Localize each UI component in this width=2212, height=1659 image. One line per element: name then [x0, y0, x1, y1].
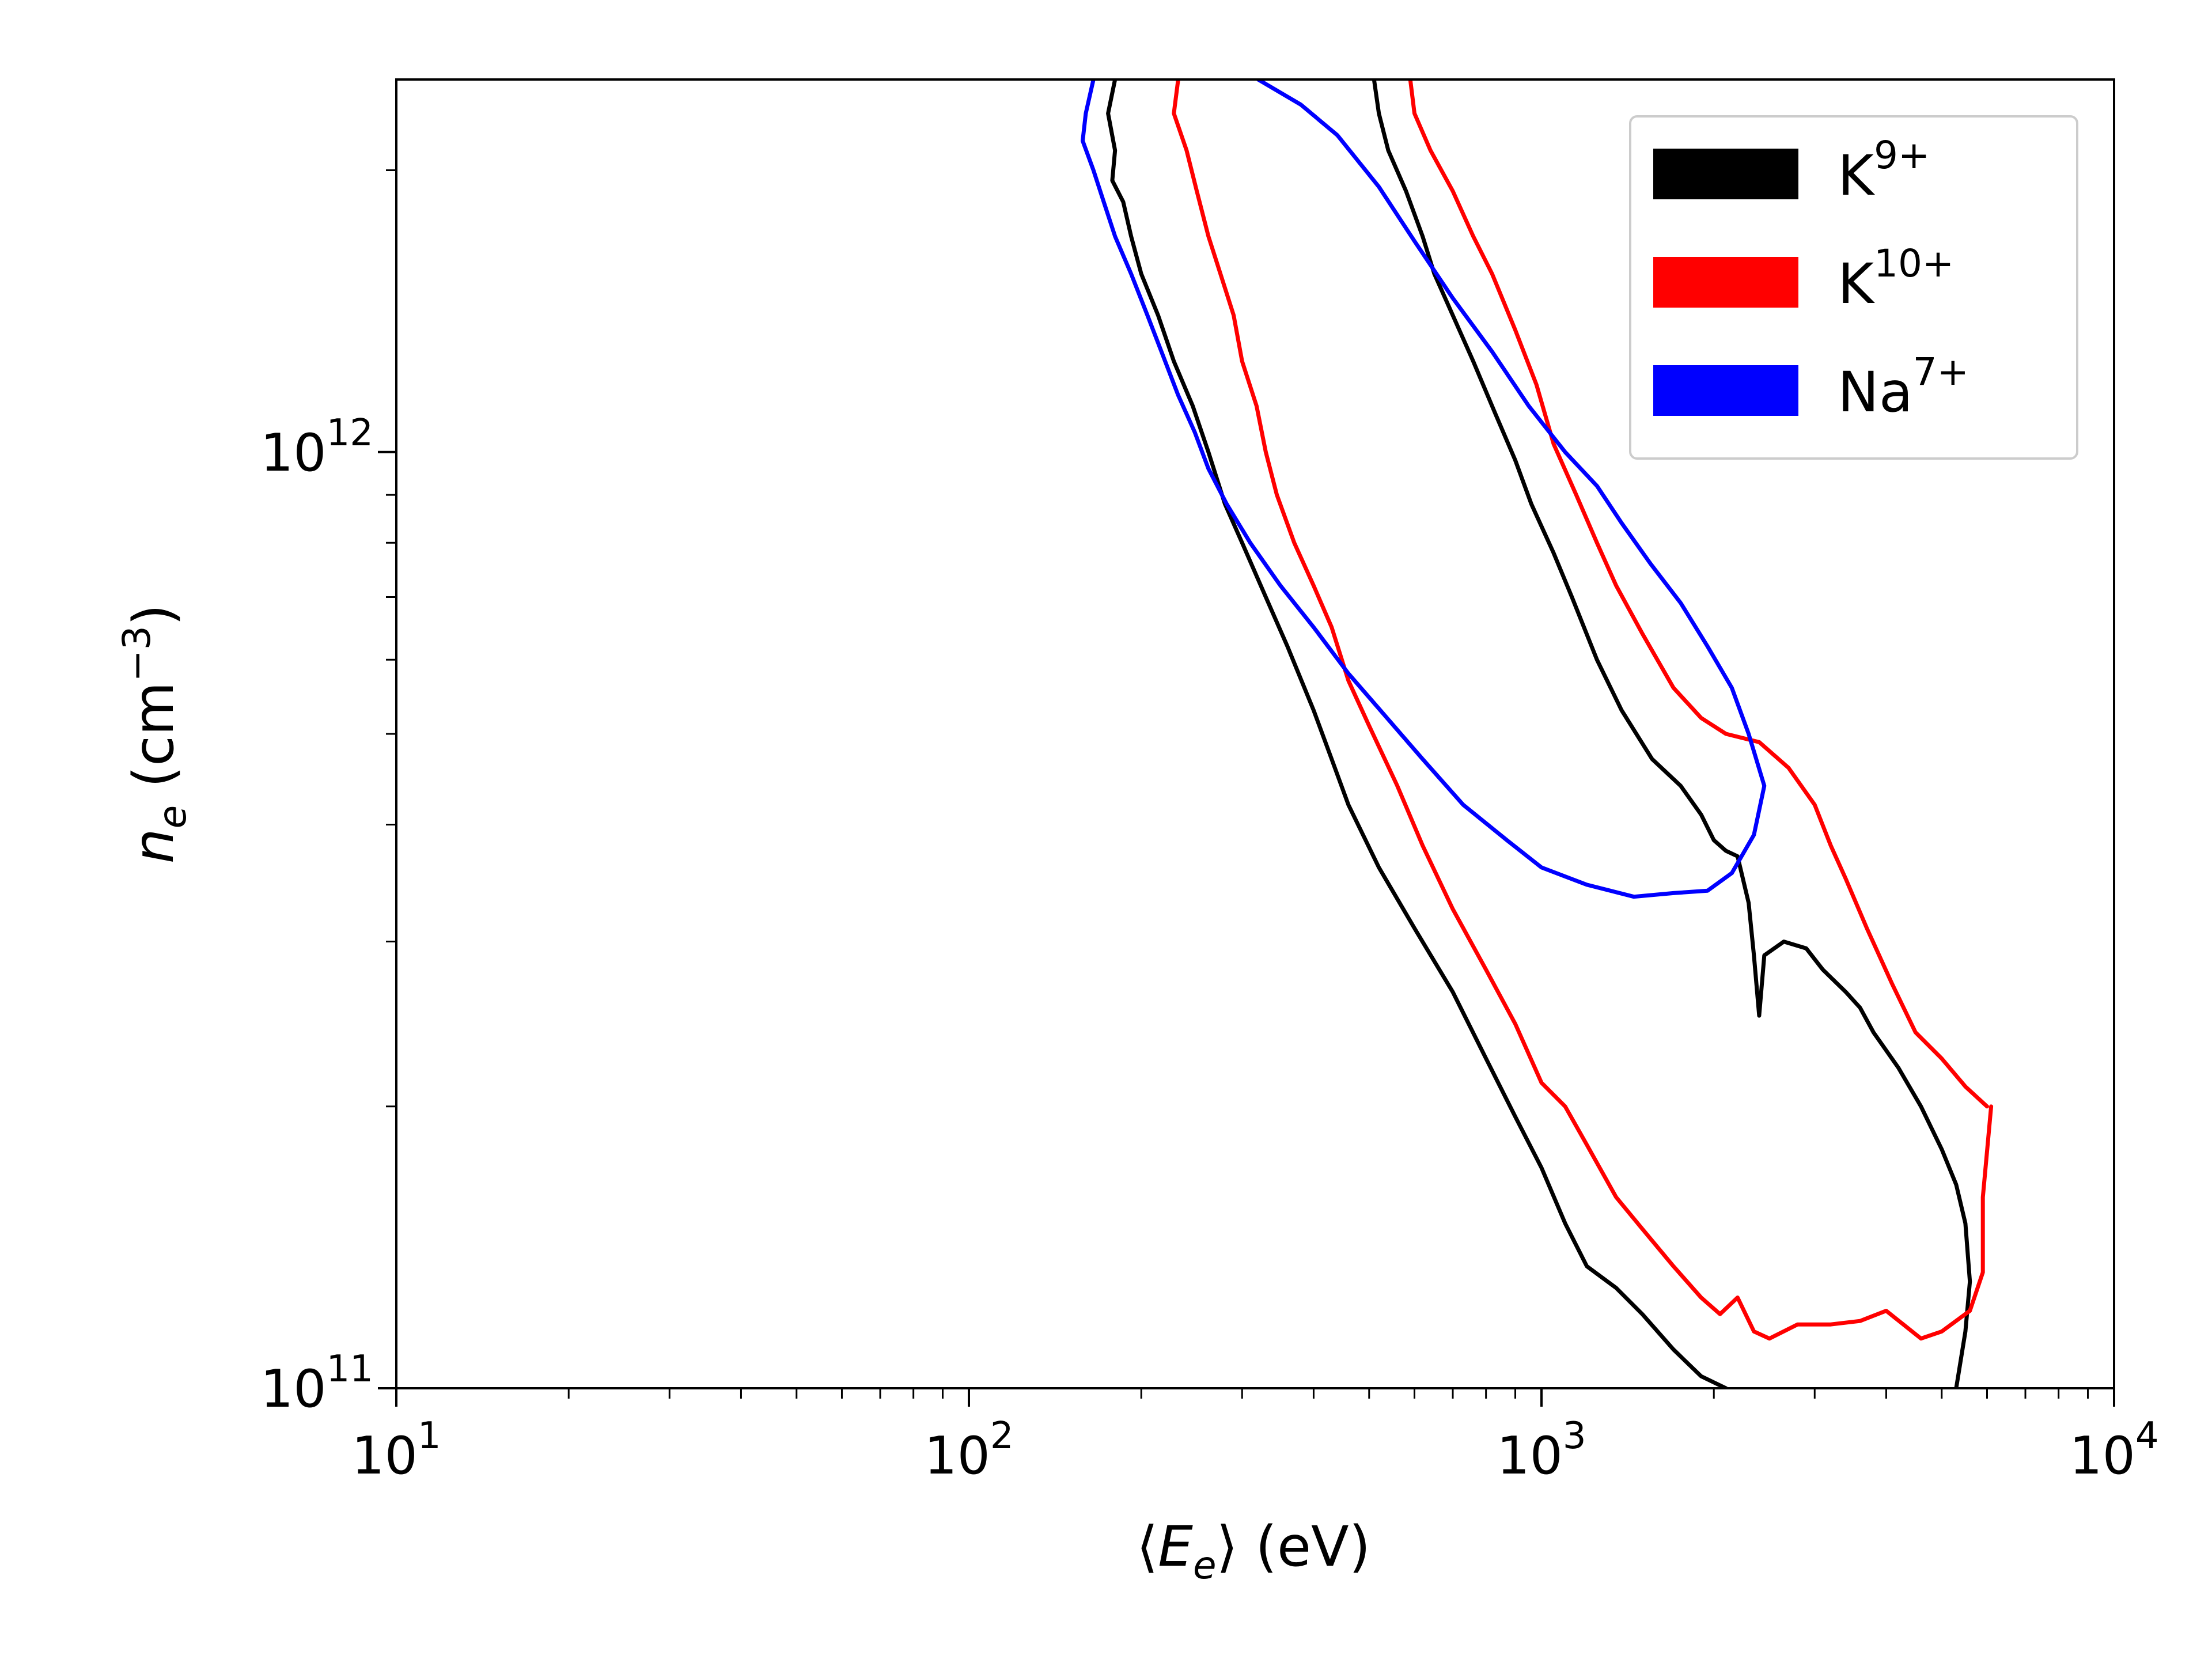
y-tick-label: 1011 [260, 1348, 373, 1419]
x-tick-label: 104 [2069, 1415, 2158, 1486]
legend-label: K9+ [1838, 133, 1930, 208]
y-axis-label: ne (cm−3) [115, 604, 195, 863]
legend-label: Na7+ [1838, 350, 1969, 425]
series-0-contour-0 [1106, 79, 1728, 1388]
series-0-contour-1 [1372, 79, 1972, 1388]
series-1-contour-1 [1408, 79, 1989, 1109]
legend-swatch [1653, 257, 1798, 308]
y-tick-label: 1012 [260, 412, 373, 483]
legend-label: K10+ [1838, 241, 1954, 316]
series-1-contour-0 [1172, 79, 1994, 1341]
legend-swatch [1653, 149, 1798, 199]
series-2-contour-0 [1081, 79, 1767, 899]
legend-swatch [1653, 365, 1798, 416]
legend: K9+ K10+ Na7+ [1629, 115, 2078, 460]
series-layer [1081, 79, 1994, 1388]
x-axis-label: ⟨Ee⟩ (eV) [1137, 1514, 1370, 1588]
y-axis-ticks: 1011 1012 [260, 412, 396, 1419]
minor-ticks [386, 169, 2089, 1399]
x-axis-ticks: 101 102 103 104 [351, 1388, 2159, 1486]
x-tick-label: 103 [1497, 1415, 1586, 1486]
x-tick-label: 101 [351, 1415, 441, 1486]
plot-frame [395, 78, 2115, 1389]
x-tick-label: 102 [924, 1415, 1013, 1486]
